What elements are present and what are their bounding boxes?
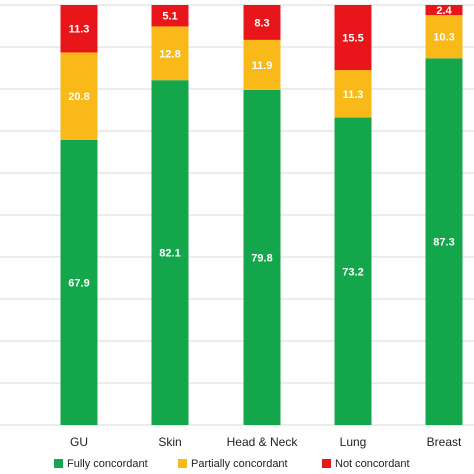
bar-segment-not-concordant bbox=[334, 5, 372, 71]
bar-segment-partially-concordant bbox=[60, 52, 98, 140]
bar-segment-not-concordant bbox=[60, 5, 98, 53]
legend-entry: Not concordant bbox=[335, 458, 410, 470]
category-label: Breast bbox=[427, 435, 462, 449]
category-label: Head & Neck bbox=[227, 435, 299, 449]
data-label: 79.8 bbox=[251, 252, 272, 264]
bar-segment-partially-concordant bbox=[425, 15, 463, 59]
data-label: 5.1 bbox=[162, 11, 177, 23]
bar-segment-partially-concordant bbox=[243, 39, 281, 90]
data-label: 67.9 bbox=[68, 277, 89, 289]
data-label: 73.2 bbox=[342, 266, 363, 278]
legend: Fully concordant Partially concordant Not … bbox=[54, 458, 410, 470]
data-label: 10.3 bbox=[433, 32, 454, 44]
data-label: 82.1 bbox=[159, 248, 180, 260]
bar-segment-fully-concordant bbox=[151, 80, 189, 426]
category-label: Skin bbox=[158, 435, 181, 449]
data-label: 11.9 bbox=[252, 60, 273, 72]
legend-swatch bbox=[322, 459, 331, 468]
data-label: 11.3 bbox=[343, 89, 364, 101]
bar-segment-not-concordant bbox=[151, 5, 189, 27]
data-label: 12.8 bbox=[159, 48, 180, 60]
legend-swatch bbox=[178, 459, 187, 468]
bar-segment-fully-concordant bbox=[334, 117, 372, 425]
legend-swatch bbox=[54, 459, 63, 468]
legend-entry: Partially concordant bbox=[191, 458, 288, 470]
bar-segment-fully-concordant bbox=[60, 139, 98, 425]
bar-segment-partially-concordant bbox=[334, 70, 372, 118]
bar-segment-fully-concordant bbox=[243, 89, 281, 425]
bars: 67.9 20.8 11.3 82.1 12.8 5.1 79.8 11.9 8.3 73.2 11… bbox=[60, 5, 463, 426]
data-label: 20.8 bbox=[68, 91, 89, 103]
bar-segment-not-concordant bbox=[425, 5, 463, 16]
bar-segment-fully-concordant bbox=[425, 58, 463, 426]
category-label: Lung bbox=[340, 435, 367, 449]
data-label: 8.3 bbox=[254, 17, 269, 29]
data-label: 11.3 bbox=[69, 24, 90, 36]
legend-entry: Fully concordant bbox=[67, 458, 148, 470]
bar-segment-partially-concordant bbox=[151, 26, 189, 81]
data-label: 15.5 bbox=[342, 33, 363, 45]
category-label: GU bbox=[70, 435, 88, 449]
data-label: 87.3 bbox=[433, 237, 454, 249]
data-label: 2.4 bbox=[436, 5, 452, 17]
bar-segment-not-concordant bbox=[243, 5, 281, 40]
